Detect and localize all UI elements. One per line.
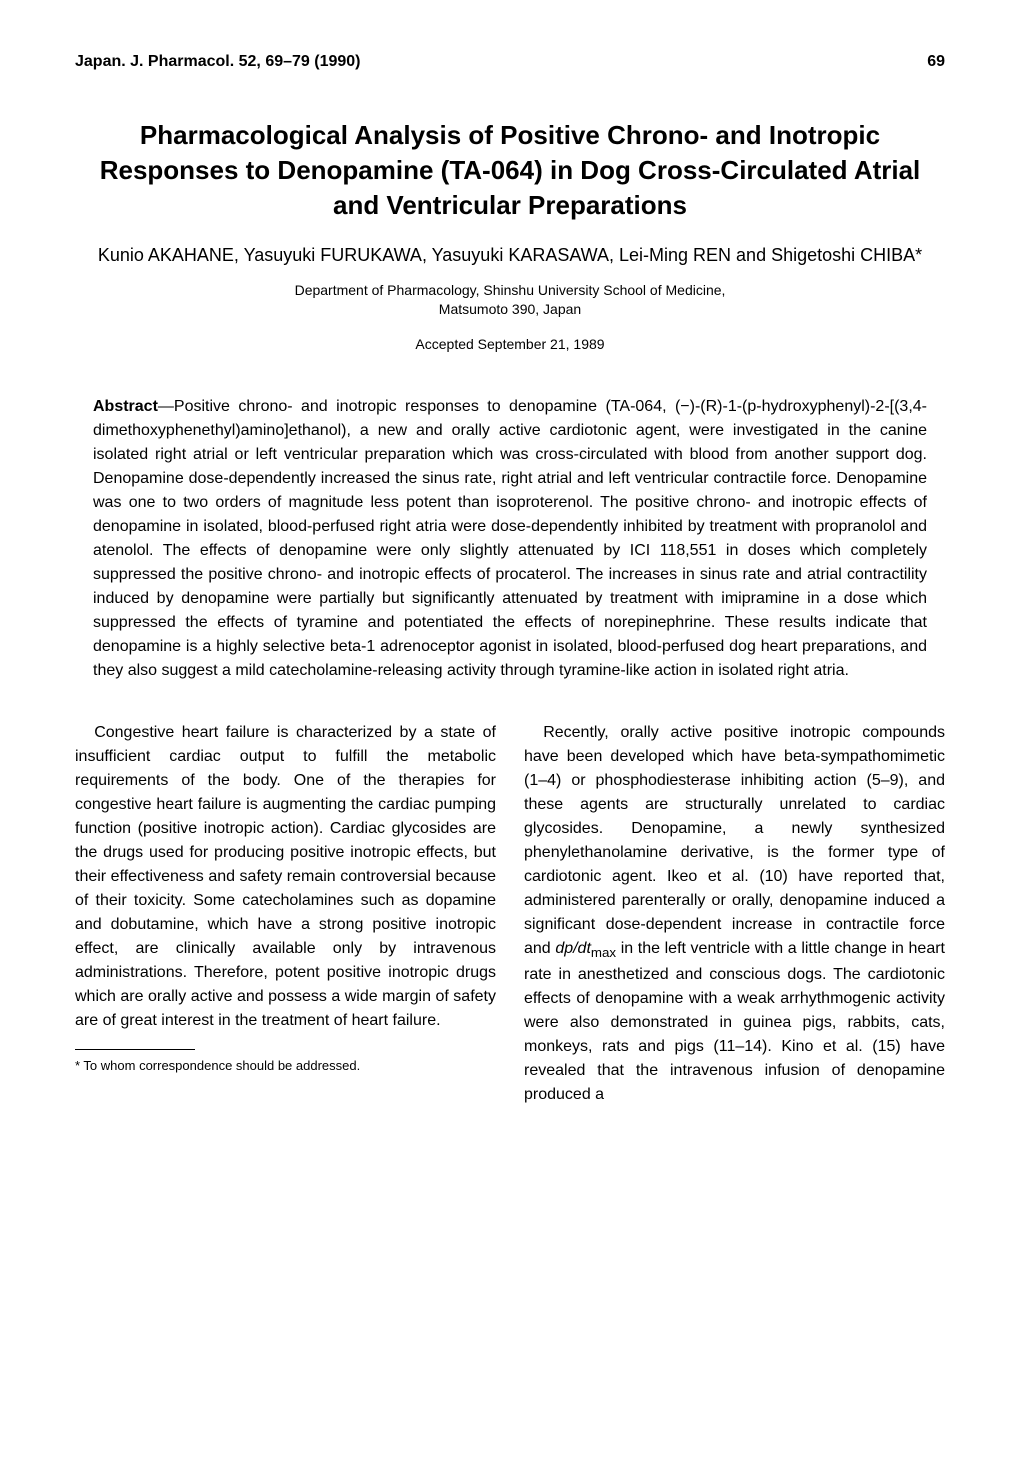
journal-citation: Japan. J. Pharmacol. 52, 69–79 (1990) (75, 50, 361, 73)
column-right: Recently, orally active positive inotrop… (524, 721, 945, 1107)
body-paragraph-1: Congestive heart failure is characterize… (75, 721, 496, 1033)
column-left: Congestive heart failure is characterize… (75, 721, 496, 1107)
affiliation-line-2: Matsumoto 390, Japan (439, 301, 581, 317)
paper-title: Pharmacological Analysis of Positive Chr… (75, 118, 945, 223)
page-number: 69 (927, 50, 945, 73)
affiliation: Department of Pharmacology, Shinshu Univ… (75, 281, 945, 319)
abstract-text: —Positive chrono- and inotropic response… (93, 398, 927, 679)
abstract-label: Abstract (93, 398, 158, 415)
body-paragraph-2: Recently, orally active positive inotrop… (524, 721, 945, 1107)
accepted-date: Accepted September 21, 1989 (75, 334, 945, 354)
body-p2-part-b: in the left ventricle with a little chan… (524, 940, 945, 1103)
journal-header: Japan. J. Pharmacol. 52, 69–79 (1990) 69 (75, 50, 945, 73)
dpdt-subscript: max (591, 945, 616, 960)
dpdt-symbol: dp/dt (555, 940, 591, 957)
body-columns: Congestive heart failure is characterize… (75, 721, 945, 1107)
body-p2-part-a: Recently, orally active positive inotrop… (524, 724, 945, 957)
affiliation-line-1: Department of Pharmacology, Shinshu Univ… (295, 282, 726, 298)
correspondence-footnote: * To whom correspondence should be addre… (75, 1056, 496, 1076)
abstract: Abstract—Positive chrono- and inotropic … (75, 395, 945, 683)
footnote-separator (75, 1049, 195, 1050)
authors-list: Kunio AKAHANE, Yasuyuki FURUKAWA, Yasuyu… (75, 243, 945, 268)
